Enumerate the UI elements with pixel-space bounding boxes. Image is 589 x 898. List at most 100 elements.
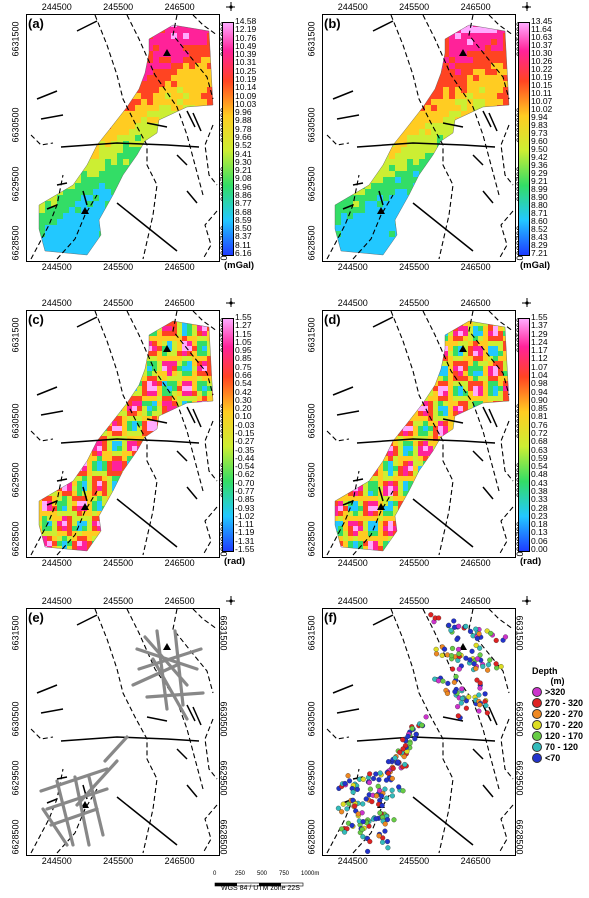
fault-line-2 bbox=[76, 20, 98, 32]
depth-point bbox=[419, 722, 425, 728]
color-bar-tick: 8.59 bbox=[235, 214, 252, 225]
depth-legend-item: 220 - 270 bbox=[532, 708, 583, 719]
depth-point bbox=[476, 692, 482, 698]
color-bar-tick: 9.30 bbox=[235, 156, 252, 167]
fault-line-4 bbox=[336, 114, 360, 120]
depth-point bbox=[380, 839, 386, 845]
depth-point bbox=[451, 679, 457, 685]
fault-line-9 bbox=[378, 486, 384, 502]
fault-line-10 bbox=[342, 500, 354, 506]
color-bar-tick: 9.83 bbox=[531, 120, 548, 130]
depth-point bbox=[455, 646, 462, 653]
scale-tick-label: 500 bbox=[257, 871, 268, 877]
depth-point bbox=[339, 826, 345, 832]
depth-point bbox=[466, 694, 472, 700]
depth-point bbox=[379, 803, 385, 809]
color-bar-tick: 0.10 bbox=[235, 411, 252, 422]
geologic-contact-2 bbox=[126, 15, 204, 196]
y-tick-label-right: 6631500 bbox=[514, 615, 525, 651]
fault-line-0 bbox=[356, 142, 496, 148]
color-bar-tick: 8.11 bbox=[235, 239, 251, 250]
color-bar-tick: 10.11 bbox=[531, 88, 552, 98]
depth-point bbox=[350, 789, 356, 795]
geologic-contact-5 bbox=[204, 124, 218, 186]
color-bar-tick: 8.90 bbox=[531, 192, 548, 202]
depth-point bbox=[390, 765, 396, 771]
depth-point bbox=[477, 680, 483, 686]
x-tick-label: 245500 bbox=[103, 2, 134, 12]
depth-point bbox=[484, 628, 490, 634]
station-marker-0 bbox=[459, 345, 467, 352]
y-tick-label-left: 6628500 bbox=[306, 225, 317, 261]
depth-point bbox=[413, 731, 419, 737]
map-frame bbox=[322, 14, 516, 262]
y-tick-label-left: 6628500 bbox=[306, 819, 317, 855]
x-tick-label: 245500 bbox=[399, 298, 430, 308]
depth-point bbox=[474, 636, 480, 642]
fault-line-2 bbox=[372, 20, 394, 32]
x-tick-label: 244500 bbox=[41, 856, 72, 866]
color-bar-tick: 10.02 bbox=[531, 104, 553, 114]
color-bar-tick: 10.63 bbox=[531, 32, 553, 42]
color-bar bbox=[222, 22, 234, 256]
color-bar-tick: 0.38 bbox=[531, 486, 548, 496]
color-bar-tick: 10.30 bbox=[531, 48, 553, 58]
fault-line-3 bbox=[36, 90, 58, 100]
color-bar-tick: 0.06 bbox=[531, 535, 548, 546]
fault-line-3 bbox=[332, 386, 354, 396]
color-bar-tick: 0.43 bbox=[531, 477, 548, 488]
depth-point bbox=[498, 664, 504, 670]
station-marker-1 bbox=[81, 801, 89, 808]
color-bar-tick: -0.62 bbox=[235, 469, 255, 480]
depth-point bbox=[340, 801, 346, 807]
y-tick-label-left: 6629500 bbox=[306, 462, 317, 498]
legend-dot-icon bbox=[532, 697, 542, 708]
depth-legend-label: 220 - 270 bbox=[545, 708, 584, 719]
geologic-contact-3 bbox=[468, 609, 510, 694]
fault-line-6 bbox=[186, 704, 196, 722]
depth-point bbox=[367, 838, 373, 845]
y-tick-label-left: 6630500 bbox=[10, 107, 21, 143]
fault-line-8 bbox=[176, 154, 188, 166]
depth-point bbox=[373, 793, 380, 799]
color-bar-tick: 9.36 bbox=[531, 160, 548, 170]
geologic-contact-0 bbox=[326, 470, 360, 556]
color-bar-tick: 0.85 bbox=[531, 403, 548, 414]
geologic-contact-2 bbox=[126, 311, 204, 492]
depth-point bbox=[405, 733, 411, 740]
color-bar-tick: 9.42 bbox=[531, 152, 548, 162]
y-tick-label-right: 6630500 bbox=[514, 701, 525, 737]
color-bar-tick: -0.27 bbox=[235, 436, 255, 447]
depth-point bbox=[485, 662, 492, 668]
depth-point bbox=[451, 618, 457, 624]
fault-line-3 bbox=[36, 684, 58, 694]
y-tick-label-left: 6629500 bbox=[306, 760, 317, 796]
depth-point bbox=[395, 759, 401, 765]
lineament-11 bbox=[55, 779, 75, 847]
depth-point bbox=[493, 637, 499, 643]
fault-line-8 bbox=[176, 748, 188, 760]
color-bar-tick: -1.02 bbox=[235, 510, 255, 521]
fault-line-10 bbox=[46, 798, 58, 804]
x-tick-label: 244500 bbox=[41, 262, 72, 272]
color-bar-tick: 9.29 bbox=[531, 168, 548, 178]
x-tick-label: 245500 bbox=[399, 2, 430, 12]
y-tick-label-left: 6631500 bbox=[306, 615, 317, 651]
geologic-contact-0 bbox=[30, 174, 64, 260]
fault-line-11 bbox=[56, 776, 68, 780]
map-canvas bbox=[30, 15, 218, 260]
geologic-contact-8 bbox=[352, 194, 394, 260]
fault-line-7 bbox=[488, 408, 498, 428]
geologic-contact-6 bbox=[202, 506, 218, 556]
survey-outline bbox=[38, 320, 214, 552]
map-canvas bbox=[326, 311, 514, 556]
depth-point bbox=[382, 828, 388, 834]
color-bar-tick: 12.19 bbox=[235, 24, 257, 35]
depth-point bbox=[400, 746, 406, 752]
x-tick-label: 245500 bbox=[399, 596, 430, 606]
map-canvas bbox=[30, 609, 218, 854]
depth-legend-item: 170 - 220 bbox=[532, 719, 583, 730]
color-bar-tick: 0.33 bbox=[531, 494, 548, 505]
depth-point bbox=[350, 797, 356, 803]
fault-line-2 bbox=[76, 316, 98, 328]
